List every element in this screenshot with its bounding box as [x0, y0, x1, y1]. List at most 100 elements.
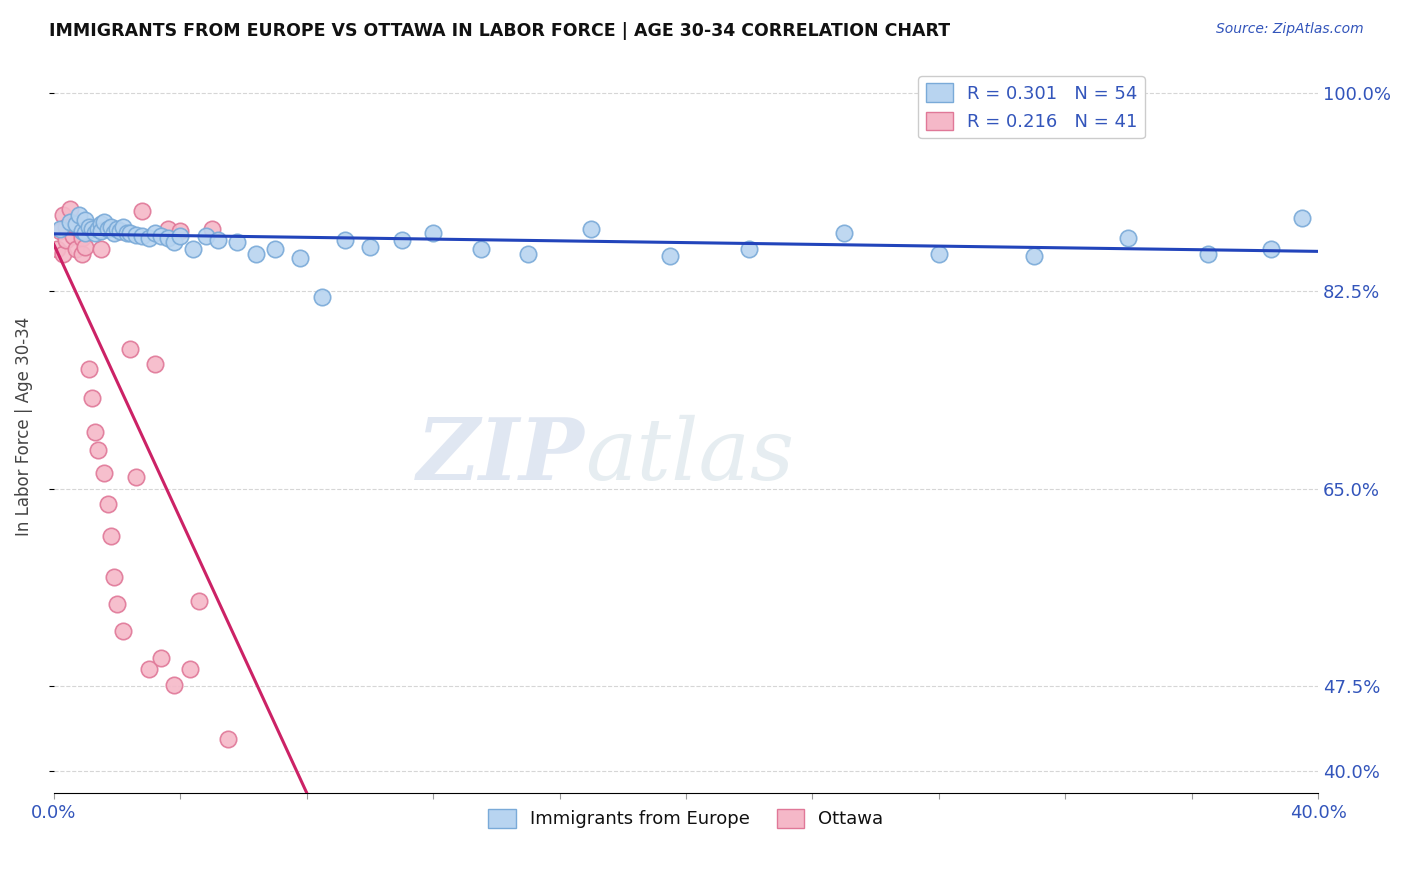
- Point: [90, 242, 112, 256]
- Point: [201, 222, 224, 236]
- Point: [103, 227, 125, 241]
- Point: [125, 227, 148, 242]
- Point: [131, 203, 153, 218]
- Point: [77, 362, 100, 376]
- Point: [311, 290, 333, 304]
- Point: [179, 662, 201, 676]
- Point: [75, 224, 97, 238]
- Point: [105, 222, 128, 236]
- Point: [194, 228, 217, 243]
- Point: [93, 466, 115, 480]
- Point: [169, 224, 191, 238]
- Point: [72, 231, 94, 245]
- Point: [131, 228, 153, 243]
- Point: [52, 208, 75, 222]
- Point: [156, 222, 179, 236]
- Point: [188, 594, 211, 608]
- Point: [333, 233, 356, 247]
- Point: [112, 219, 135, 234]
- Point: [264, 242, 287, 256]
- Point: [103, 569, 125, 583]
- Point: [156, 231, 179, 245]
- Point: [1197, 246, 1219, 260]
- Point: [97, 497, 120, 511]
- Point: [226, 235, 249, 250]
- Point: [67, 208, 90, 222]
- Point: [108, 224, 131, 238]
- Point: [832, 227, 855, 241]
- Legend: Immigrants from Europe, Ottawa: Immigrants from Europe, Ottawa: [481, 802, 891, 836]
- Point: [579, 222, 602, 236]
- Point: [62, 228, 84, 243]
- Point: [52, 246, 75, 260]
- Point: [150, 651, 173, 665]
- Point: [138, 662, 160, 676]
- Point: [84, 425, 107, 439]
- Point: [118, 227, 141, 241]
- Point: [217, 732, 239, 747]
- Text: IMMIGRANTS FROM EUROPE VS OTTAWA IN LABOR FORCE | AGE 30-34 CORRELATION CHART: IMMIGRANTS FROM EUROPE VS OTTAWA IN LABO…: [49, 22, 950, 40]
- Point: [169, 228, 191, 243]
- Point: [738, 242, 761, 256]
- Point: [55, 233, 77, 247]
- Point: [125, 470, 148, 484]
- Point: [181, 242, 204, 256]
- Point: [1291, 211, 1313, 225]
- Point: [65, 242, 87, 256]
- Point: [118, 342, 141, 356]
- Point: [62, 218, 84, 232]
- Point: [100, 529, 122, 543]
- Point: [65, 219, 87, 234]
- Point: [163, 678, 186, 692]
- Point: [90, 224, 112, 238]
- Point: [87, 443, 110, 458]
- Point: [84, 227, 107, 241]
- Point: [72, 246, 94, 260]
- Point: [80, 222, 103, 236]
- Point: [143, 358, 166, 372]
- Point: [59, 202, 82, 216]
- Point: [105, 597, 128, 611]
- Y-axis label: In Labor Force | Age 30-34: In Labor Force | Age 30-34: [15, 317, 32, 536]
- Point: [49, 224, 72, 238]
- Point: [207, 233, 229, 247]
- Point: [108, 224, 131, 238]
- Point: [80, 391, 103, 405]
- Point: [75, 227, 97, 241]
- Point: [72, 224, 94, 238]
- Text: Source: ZipAtlas.com: Source: ZipAtlas.com: [1216, 22, 1364, 37]
- Point: [55, 219, 77, 234]
- Point: [115, 227, 138, 241]
- Point: [422, 227, 444, 241]
- Point: [77, 219, 100, 234]
- Point: [163, 235, 186, 250]
- Point: [1118, 231, 1140, 245]
- Point: [59, 215, 82, 229]
- Point: [75, 240, 97, 254]
- Point: [245, 246, 267, 260]
- Point: [97, 222, 120, 236]
- Text: atlas: atlas: [585, 415, 794, 497]
- Point: [49, 222, 72, 236]
- Point: [138, 231, 160, 245]
- Point: [112, 624, 135, 638]
- Point: [928, 246, 950, 260]
- Point: [65, 218, 87, 232]
- Point: [1260, 242, 1282, 256]
- Point: [46, 242, 69, 256]
- Point: [87, 222, 110, 236]
- Point: [90, 218, 112, 232]
- Text: ZIP: ZIP: [418, 414, 585, 498]
- Point: [470, 242, 492, 256]
- Point: [150, 228, 173, 243]
- Point: [75, 213, 97, 227]
- Point: [93, 215, 115, 229]
- Point: [67, 222, 90, 236]
- Point: [516, 246, 538, 260]
- Point: [1022, 249, 1045, 263]
- Point: [359, 240, 381, 254]
- Point: [659, 249, 682, 263]
- Point: [143, 227, 166, 241]
- Point: [391, 233, 413, 247]
- Point: [290, 252, 312, 266]
